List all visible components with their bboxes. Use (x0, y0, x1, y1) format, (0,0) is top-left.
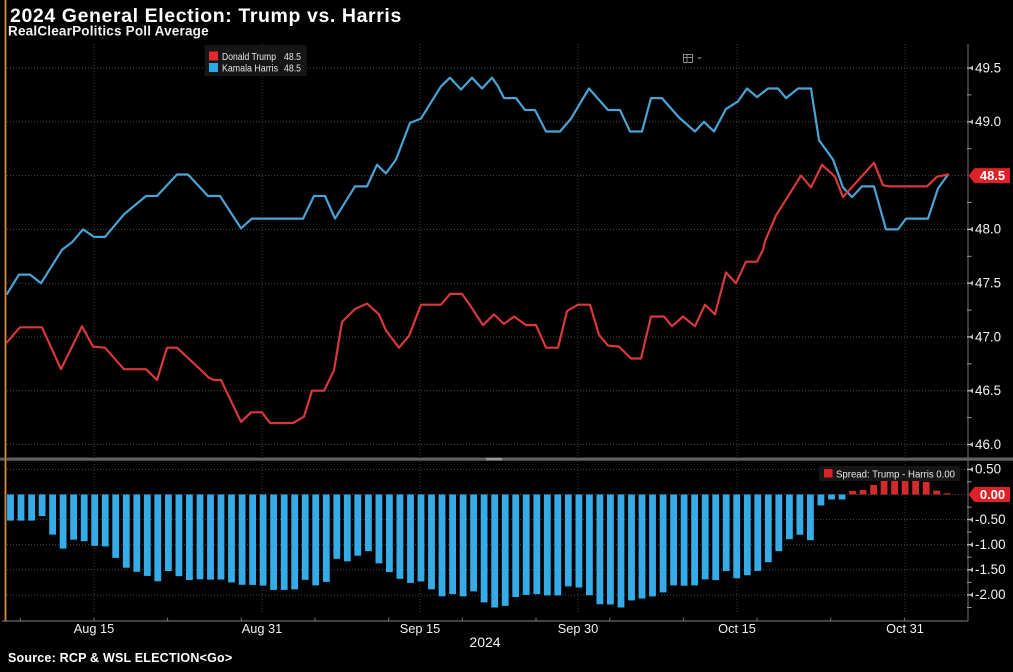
svg-text:2024: 2024 (469, 634, 500, 650)
svg-text:Oct 31: Oct 31 (886, 621, 924, 636)
svg-text:-1.00: -1.00 (975, 537, 1006, 552)
svg-text:46.5: 46.5 (975, 383, 1001, 398)
svg-text:0.50: 0.50 (975, 462, 1001, 477)
svg-text:Oct 15: Oct 15 (718, 621, 756, 636)
svg-text:-2.00: -2.00 (975, 587, 1006, 602)
svg-text:Sep 30: Sep 30 (558, 621, 599, 636)
svg-text:Aug 31: Aug 31 (242, 621, 283, 636)
svg-text:48.0: 48.0 (975, 222, 1001, 237)
svg-text:RealClearPolitics Poll Average: RealClearPolitics Poll Average (8, 24, 209, 39)
svg-text:0.00: 0.00 (980, 487, 1005, 502)
svg-text:Kamala Harris: Kamala Harris (222, 63, 278, 75)
svg-text:48.5: 48.5 (284, 51, 301, 63)
svg-text:47.5: 47.5 (975, 275, 1001, 290)
svg-text:48.5: 48.5 (284, 63, 301, 75)
svg-text:Aug 15: Aug 15 (74, 621, 115, 636)
svg-text:46.0: 46.0 (975, 437, 1001, 452)
svg-text:49.0: 49.0 (975, 114, 1001, 129)
svg-text:49.5: 49.5 (975, 60, 1001, 75)
svg-text:Donald Trump: Donald Trump (222, 51, 276, 63)
svg-text:Spread: Trump - Harris 0.0: Spread: Trump - Harris 0.00 (836, 469, 955, 481)
svg-text:48.5: 48.5 (980, 168, 1005, 183)
svg-text:Source: RCP & WSL ELECTION<Go>: Source: RCP & WSL ELECTION<Go> (8, 651, 232, 665)
svg-text:Sep 15: Sep 15 (400, 621, 441, 636)
svg-text:2024 General Election: Trump v: 2024 General Election: Trump vs. Harris (10, 5, 402, 27)
svg-text:-0.50: -0.50 (975, 512, 1006, 527)
svg-text:-1.50: -1.50 (975, 562, 1006, 577)
svg-text:47.0: 47.0 (975, 329, 1001, 344)
